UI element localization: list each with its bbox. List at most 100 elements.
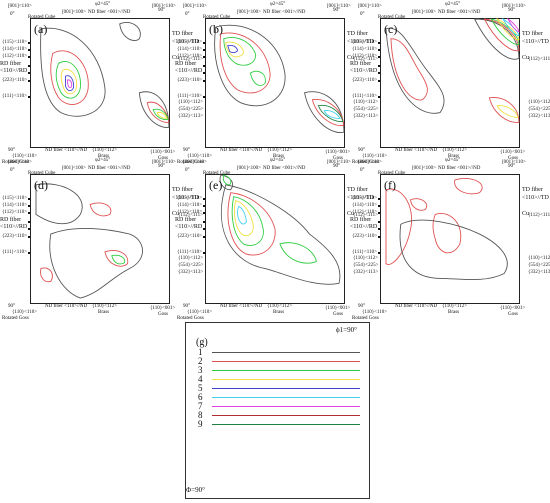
odf-plot-area: (c) [380,17,520,148]
rd-fiber-dir: <110>//RD [175,224,203,230]
rotated-cube-label: Rotated Cube [203,15,230,20]
panel-label: (d) [34,178,48,192]
top-left-miller: [001]<110> [8,4,32,9]
contour-line [223,37,256,66]
top-left-miller: [001]<110> [183,160,207,165]
contour-line [219,32,271,94]
left-111-110: {111}<110> [2,250,27,255]
phi2-label: φ2=45° [95,2,111,7]
rotated-goss: Rotated Goss [2,316,29,321]
rd-fiber-dir: <110>//RD [0,224,28,230]
zero-deg: 0° [185,12,190,17]
left-114: {114}<110> [2,203,28,208]
top-cube-miller: [001]<100> [62,10,86,15]
legend-level-number: 9 [198,419,203,429]
axis-tick [378,236,380,238]
cu-label: Cu [172,211,180,217]
td-fiber-label: TD fiber [172,187,193,193]
contour-line [390,38,428,101]
goss-label: Goss [508,156,519,161]
goss-miller: {110}<001> [150,306,176,311]
bottom-left-miller: {110}<110> [12,310,38,315]
contour-line [214,24,286,107]
panel-label: (b) [209,22,223,36]
axis-tick [28,72,30,74]
axis-tick [203,228,205,230]
brass-miller: {110}<112> [442,304,468,309]
left-114: {114}<110> [352,203,378,208]
axis-tick [378,221,380,223]
top-cube-miller: [001]<100> [412,10,436,15]
legend-label: (g) [196,337,208,348]
left-115: {115}<110> [352,196,378,201]
right-110-112: {110}<112> [178,256,204,261]
left-112: {112}<110> [352,54,378,59]
goss-miller: {110}<001> [325,150,351,155]
contour-line [488,97,520,123]
brass-miller: {110}<112> [92,304,118,309]
brass-label: Brass [448,310,460,315]
brass-label: Brass [98,154,110,159]
rotated-cube-label: Rotated Cube [203,171,230,176]
axis-tick [378,205,380,207]
rd-fiber-dir: <110>//RD [350,68,378,74]
cu-label: Cu [172,55,180,61]
legend-level-number: 3 [198,365,203,375]
zero-deg: 0° [360,168,365,173]
contour-line [49,227,143,299]
legend-line-swatch [212,370,360,371]
contour-line [40,267,53,283]
contour-line [35,183,83,225]
nd-fiber-top: ND fiber <001>//ND [88,10,131,15]
axis-tick [378,49,380,51]
axis-tick [28,228,30,230]
left-112: {112}<110> [2,54,28,59]
legend-entry: 2 [198,357,368,366]
brass-label: Brass [273,310,285,315]
ninety-top: 90° [158,164,165,169]
td-fiber-label: TD fiber [522,31,543,37]
top-right-miller: [001]<110> [502,160,526,165]
bottom-left-miller: {110}<110> [187,310,213,315]
ninety-deg: 90° [183,304,190,309]
brass-label: Brass [273,154,285,159]
rotated-cube-label: Rotated Cube [28,15,55,20]
rotated-goss: Rotated Goss [177,316,204,321]
legend-line-swatch [212,379,360,380]
phi2-label: φ2=45° [270,158,286,163]
contour-plot [214,24,345,133]
axis-tick [378,65,380,67]
right-332: {332}<113> [353,270,379,275]
goss-miller: {110}<001> [500,150,526,155]
left-223: {223}<110> [2,234,28,239]
rotated-cube-label: Rotated Cube [28,171,55,176]
phi2-label: φ2=45° [445,2,461,7]
right-112-111: {112}<111> [528,213,550,218]
td-fiber-dir: <110>//TD [172,39,199,45]
top-cube-miller: [001]<100> [237,166,261,171]
contour-line [60,68,78,95]
axis-tick [203,205,205,207]
ninety-top: 90° [158,8,165,13]
right-332: {332}<113> [178,270,204,275]
right-112-111: {112}<111> [178,213,203,218]
panel-label: (f) [384,178,396,192]
legend-line-swatch [212,406,360,407]
contour-line [385,188,412,266]
axis-tick [378,198,380,200]
contour-line [304,91,345,133]
contour-line [231,196,264,246]
contour-plot [40,22,170,128]
contour-line [237,205,247,225]
odf-plot-area: (a) [30,18,170,148]
legend-phi1: ϕ1=90° [336,326,357,334]
right-554: {554}<225> [528,107,550,112]
left-223: {223}<110> [177,78,203,83]
contour-line [496,105,519,118]
rd-fiber-label: RD fiber [350,217,372,223]
contour-line [323,110,341,119]
legend-level-number: 7 [198,401,203,411]
axis-tick [28,252,30,254]
zero-deg: 0° [10,12,15,17]
